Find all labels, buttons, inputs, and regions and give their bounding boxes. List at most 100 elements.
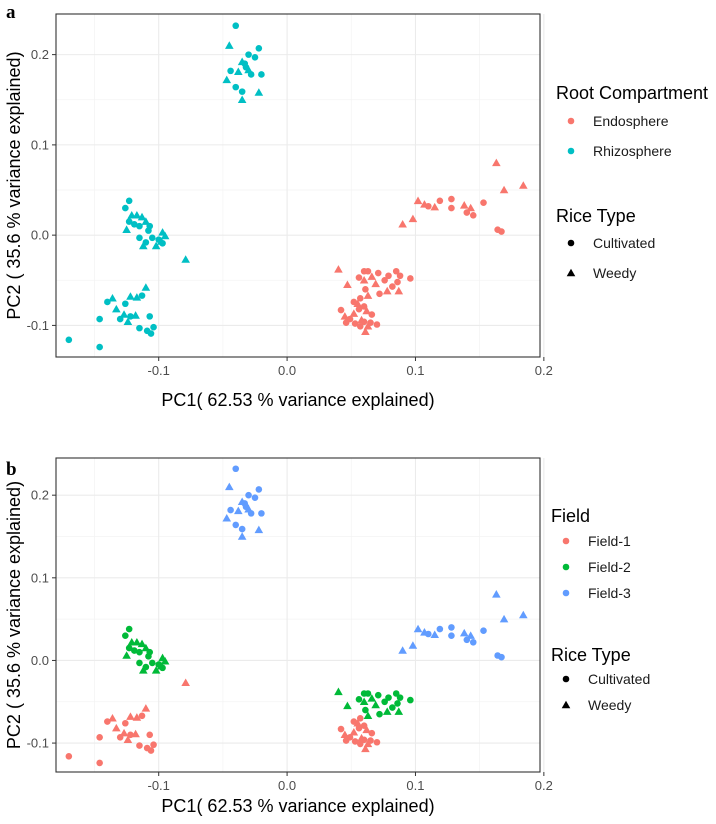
point-cultivated: [425, 202, 432, 210]
y-axis-title: PC2 ( 35.6 % variance explained): [4, 51, 24, 319]
point-cultivated: [148, 234, 156, 242]
x-tick-label: 0.2: [535, 363, 553, 378]
legend-key-triangle: [566, 268, 576, 277]
point-cultivated: [245, 491, 252, 499]
x-tick-label: 0.1: [406, 778, 424, 793]
point-weedy: [343, 701, 352, 710]
point-cultivated: [362, 286, 369, 293]
x-tick-label: 0.0: [278, 778, 296, 793]
point-weedy: [108, 294, 117, 302]
plot-background: [56, 14, 540, 357]
point-cultivated: [238, 88, 246, 95]
point-weedy: [413, 624, 423, 633]
point-weedy: [361, 744, 370, 753]
point-weedy: [234, 67, 243, 75]
point-cultivated: [65, 336, 73, 344]
point-cultivated: [136, 648, 143, 656]
point-weedy: [519, 181, 528, 189]
legend-title: Rice Type: [551, 645, 631, 665]
legend-label: Field-3: [588, 585, 631, 601]
point-weedy: [353, 718, 362, 727]
x-axis: -0.1 0.0 0.1 0.2: [148, 772, 553, 793]
point-weedy: [222, 514, 232, 522]
point-cultivated: [498, 228, 505, 235]
point-cultivated: [407, 696, 414, 704]
gridlines: [56, 458, 545, 772]
point-weedy: [367, 694, 377, 702]
point-cultivated: [448, 195, 455, 203]
point-weedy: [122, 225, 131, 233]
point-weedy: [108, 713, 117, 722]
point-cultivated: [364, 267, 372, 275]
data-points: [65, 22, 528, 351]
point-weedy: [122, 651, 131, 659]
point-weedy: [141, 217, 151, 225]
point-weedy: [408, 214, 418, 223]
point-weedy: [349, 309, 359, 317]
legend-item: Rhizosphere: [567, 143, 672, 159]
point-cultivated: [104, 718, 111, 725]
point-weedy: [382, 707, 392, 715]
legend-key-circle: [567, 239, 575, 247]
point-weedy: [254, 525, 264, 534]
x-tick-label: -0.1: [148, 778, 170, 793]
point-weedy: [492, 590, 501, 598]
legend-label: Field-1: [588, 533, 631, 549]
panel-label: a: [6, 2, 16, 23]
point-cultivated: [362, 706, 369, 714]
point-cultivated: [356, 295, 364, 302]
point-cultivated: [127, 731, 134, 739]
point-weedy: [237, 95, 247, 103]
point-cultivated: [356, 714, 364, 722]
point-cultivated: [136, 742, 143, 749]
point-cultivated: [255, 45, 263, 52]
point-cultivated: [469, 638, 477, 646]
point-cultivated: [232, 521, 240, 529]
legend-label: Field-2: [588, 559, 631, 575]
x-axis: -0.1 0.0 0.1 0.2: [148, 357, 553, 378]
point-weedy: [132, 293, 142, 301]
legend-key-dot: [567, 117, 575, 125]
point-cultivated: [96, 733, 103, 741]
plot-border: [55, 13, 541, 358]
gridlines: [56, 14, 545, 357]
point-cultivated: [122, 632, 129, 639]
point-weedy: [151, 666, 161, 674]
point-weedy: [398, 220, 407, 228]
x-tick-label: 0.2: [535, 778, 553, 793]
y-tick-label: -0.1: [27, 736, 49, 751]
point-cultivated: [96, 343, 103, 351]
point-cultivated: [150, 741, 157, 749]
legend-item: Weedy: [566, 265, 636, 281]
point-weedy: [234, 506, 243, 515]
legend-item: Endosphere: [567, 113, 669, 129]
point-cultivated: [116, 315, 124, 323]
point-weedy: [499, 614, 509, 623]
point-cultivated: [145, 227, 152, 234]
point-weedy: [394, 707, 404, 715]
point-cultivated: [355, 274, 363, 281]
legend-color: Field Field-1 Field-2 Field-3: [551, 506, 631, 601]
point-cultivated: [351, 738, 359, 745]
y-axis: -0.1 0.0 0.1 0.2: [27, 488, 56, 751]
y-axis-title: PC2 ( 35.6 % variance explained): [4, 481, 24, 749]
panel-b: b -0.1 0.0 0.1 0.2 -0.1 0.0 0.1 0.2 PC1( 62.53 % …: [4, 457, 650, 816]
point-weedy: [430, 630, 440, 639]
point-weedy: [160, 231, 170, 240]
y-tick-label: 0.0: [31, 228, 49, 243]
point-weedy: [119, 310, 129, 318]
legend-key-triangle: [561, 700, 571, 709]
data-points: [65, 465, 528, 767]
point-cultivated: [385, 272, 392, 280]
point-cultivated: [342, 737, 350, 744]
legend-item: Field-2: [562, 559, 631, 575]
point-cultivated: [368, 311, 376, 318]
point-cultivated: [389, 283, 396, 290]
x-axis-title: PC1( 62.53 % variance explained): [161, 796, 434, 816]
panel-label: b: [6, 459, 17, 480]
point-weedy: [361, 327, 370, 335]
legend-item: Cultivated: [567, 235, 655, 251]
point-weedy: [181, 255, 190, 263]
point-cultivated: [373, 321, 381, 328]
point-cultivated: [127, 313, 134, 320]
